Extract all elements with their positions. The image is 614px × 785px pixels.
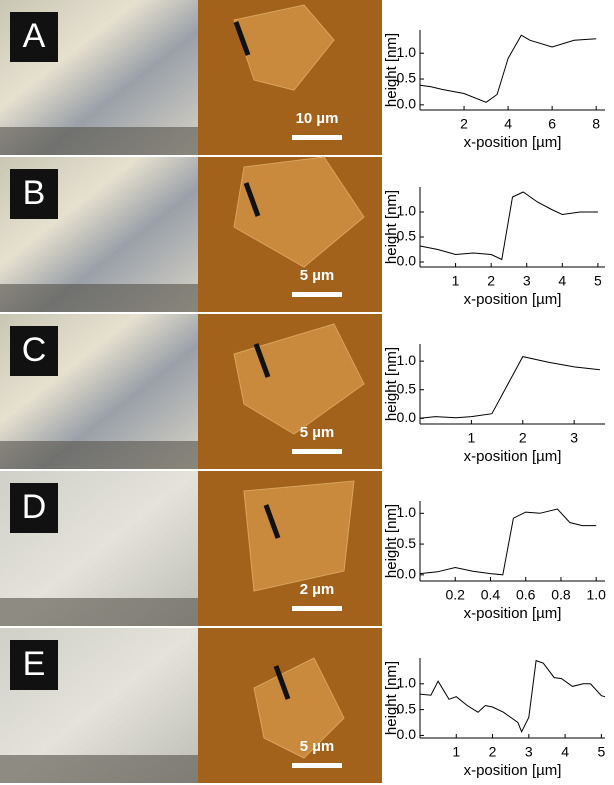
y-axis-label: height [nm] xyxy=(383,190,400,264)
x-tick-label: 1 xyxy=(452,273,460,289)
x-tick-label: 0.8 xyxy=(551,587,571,603)
y-axis-label: height [nm] xyxy=(383,33,400,107)
scale-bar xyxy=(292,449,342,454)
photo-base xyxy=(0,598,198,626)
y-axis-label: height [nm] xyxy=(383,347,400,421)
x-tick-label: 3 xyxy=(570,430,578,446)
profile-curve xyxy=(420,509,596,575)
x-tick-label: 3 xyxy=(525,744,533,760)
panel-label: A xyxy=(23,17,46,55)
profile-curve xyxy=(420,661,605,732)
x-axis-label: x-position [µm] xyxy=(464,291,562,308)
x-tick-label: 0.2 xyxy=(446,587,466,603)
photo-base xyxy=(0,284,198,312)
x-axis-label: x-position [µm] xyxy=(464,134,562,151)
scale-bar-label: 5 µm xyxy=(300,738,335,755)
x-tick-label: 8 xyxy=(592,116,600,132)
profile-curve xyxy=(420,35,596,102)
profile-curve xyxy=(420,192,598,260)
x-tick-label: 2 xyxy=(519,430,527,446)
x-tick-label: 2 xyxy=(460,116,468,132)
x-axis-label: x-position [µm] xyxy=(464,605,562,622)
panel-label: B xyxy=(23,174,46,212)
x-tick-label: 0.4 xyxy=(481,587,501,603)
x-axis-label: x-position [µm] xyxy=(464,762,562,779)
y-axis-label: height [nm] xyxy=(383,661,400,735)
x-tick-label: 2 xyxy=(489,744,497,760)
x-tick-label: 4 xyxy=(561,744,569,760)
x-tick-label: 4 xyxy=(504,116,512,132)
x-tick-label: 3 xyxy=(523,273,531,289)
scale-bar xyxy=(292,606,342,611)
x-tick-label: 5 xyxy=(594,273,602,289)
profile-curve xyxy=(420,357,600,419)
x-tick-label: 5 xyxy=(597,744,605,760)
x-tick-label: 6 xyxy=(548,116,556,132)
photo-base xyxy=(0,127,198,155)
x-tick-label: 0.6 xyxy=(516,587,536,603)
panel-label: D xyxy=(22,488,47,526)
photo-base xyxy=(0,441,198,469)
scale-bar xyxy=(292,292,342,297)
x-tick-label: 1 xyxy=(467,430,475,446)
x-tick-label: 1.0 xyxy=(586,587,606,603)
panel-label: C xyxy=(22,331,47,369)
scale-bar xyxy=(292,763,342,768)
scale-bar xyxy=(292,135,342,140)
scale-bar-label: 5 µm xyxy=(300,424,335,441)
x-tick-label: 4 xyxy=(558,273,566,289)
scale-bar-label: 2 µm xyxy=(300,581,335,598)
panel-label: E xyxy=(23,645,46,683)
photo-base xyxy=(0,755,198,783)
figure: A10 µmB5 µmC5 µmD2 µmE5 µm0.00.51.02468x… xyxy=(0,0,614,785)
x-tick-label: 1 xyxy=(452,744,460,760)
x-axis-label: x-position [µm] xyxy=(464,448,562,465)
y-axis-label: height [nm] xyxy=(383,504,400,578)
scale-bar-label: 5 µm xyxy=(300,267,335,284)
x-tick-label: 2 xyxy=(487,273,495,289)
scale-bar-label: 10 µm xyxy=(296,110,339,127)
